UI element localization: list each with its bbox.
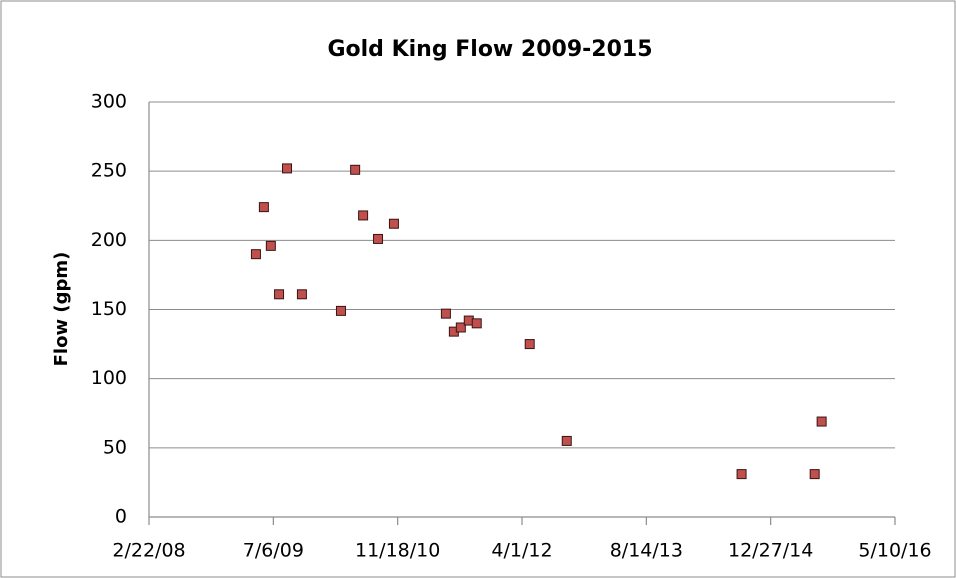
x-tick-label: 11/18/10 [355, 540, 440, 562]
data-point [296, 289, 307, 300]
data-point [809, 469, 820, 480]
data-point [736, 469, 747, 480]
data-point [282, 163, 293, 174]
y-tick-label: 200 [91, 229, 127, 251]
data-point [274, 289, 285, 300]
x-tick-label: 2/22/08 [112, 540, 185, 562]
y-axis-label: Flow (gpm) [51, 252, 72, 367]
chart-title: Gold King Flow 2009-2015 [327, 37, 652, 62]
x-tick-label: 5/10/16 [858, 540, 931, 562]
data-point [373, 233, 384, 244]
data-point [561, 435, 572, 446]
data-point [258, 202, 269, 213]
data-point [250, 249, 261, 260]
y-tick-label: 100 [91, 367, 127, 389]
data-point [388, 218, 399, 229]
x-tick-label: 4/1/12 [491, 540, 552, 562]
data-point [358, 210, 369, 221]
x-tick-label: 8/14/13 [610, 540, 683, 562]
y-tick-label: 0 [115, 506, 127, 528]
data-point [455, 322, 466, 333]
y-tick-label: 150 [91, 298, 127, 320]
y-tick-label: 50 [103, 436, 127, 458]
y-tick-label: 250 [91, 160, 127, 182]
y-tick-label: 300 [91, 91, 127, 113]
x-tick-label: 12/27/14 [728, 540, 813, 562]
x-tick-label: 7/6/09 [243, 540, 304, 562]
data-point [350, 164, 361, 175]
data-point [265, 240, 276, 251]
data-point [524, 339, 535, 350]
data-point [471, 318, 482, 329]
data-point [816, 416, 827, 427]
data-point [440, 308, 451, 319]
data-point [335, 305, 346, 316]
